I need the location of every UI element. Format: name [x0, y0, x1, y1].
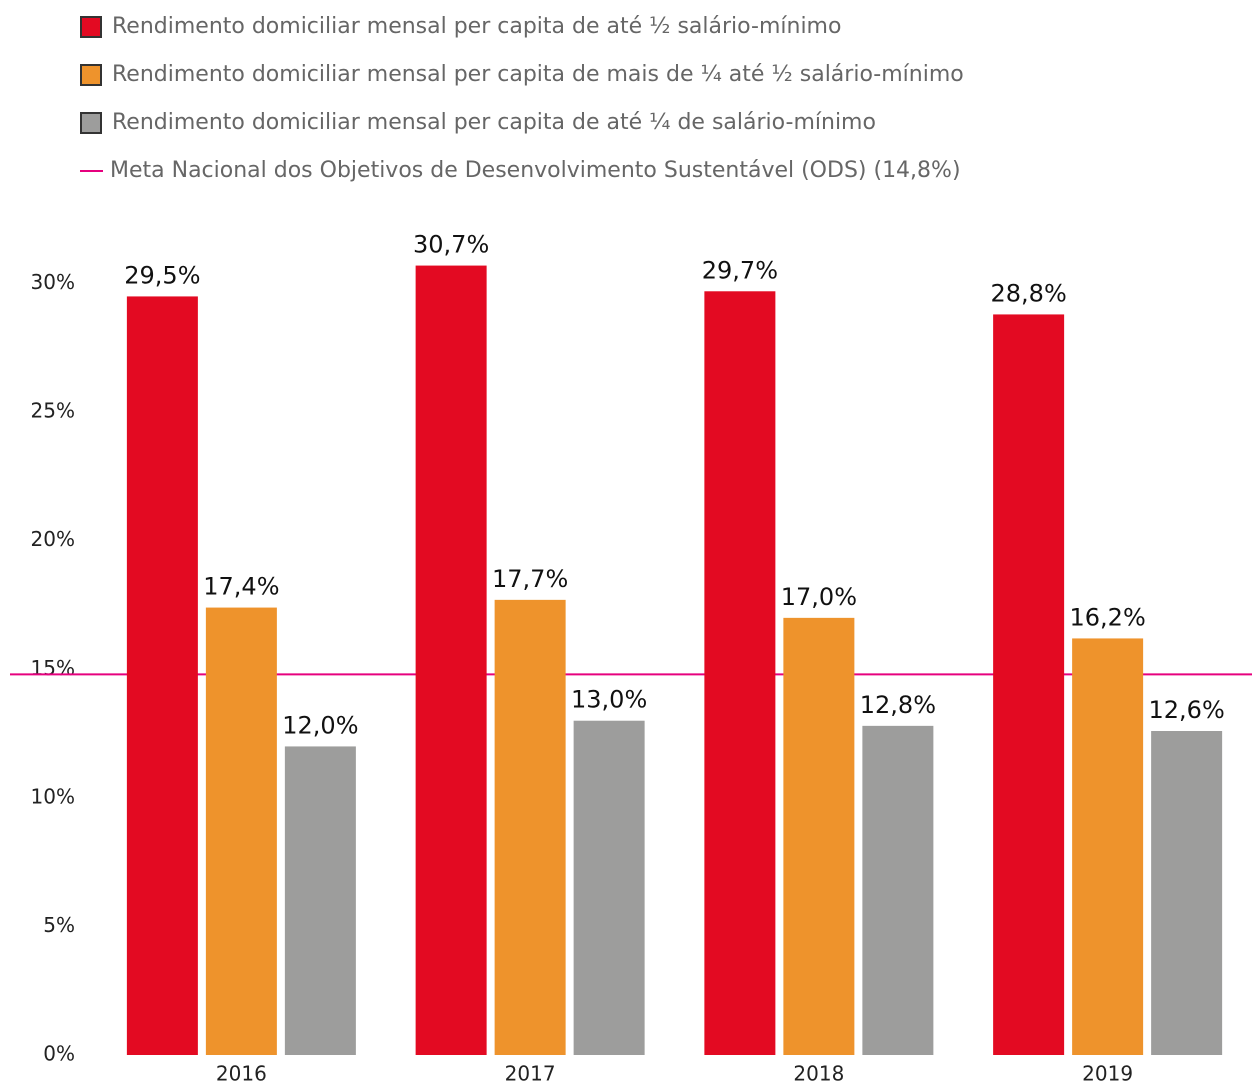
legend-label: Rendimento domiciliar mensal per capita … [112, 110, 876, 135]
bar [415, 265, 487, 1056]
legend-label: Rendimento domiciliar mensal per capita … [112, 14, 841, 39]
value-label: 28,8% [991, 279, 1067, 307]
bar [126, 296, 198, 1055]
bar [205, 607, 277, 1055]
value-label: 17,0% [781, 583, 857, 611]
value-label: 13,0% [571, 686, 647, 714]
y-tick-label: 0% [43, 1042, 75, 1066]
y-tick-label: 25% [31, 399, 75, 423]
value-label-bg [120, 261, 205, 292]
value-label-bg [1144, 696, 1229, 726]
value-label-bg [488, 564, 573, 595]
legend-swatch [80, 16, 102, 38]
value-label: 30,7% [413, 231, 489, 259]
value-label-bg [199, 572, 284, 603]
value-label: 12,8% [860, 691, 936, 719]
value-label-bg [567, 685, 652, 716]
value-label-bg [409, 230, 494, 261]
y-tick-label: 5% [43, 913, 75, 937]
bar [284, 746, 356, 1055]
bar [862, 725, 934, 1055]
value-label: 17,7% [492, 565, 568, 593]
y-tick-label: 20% [31, 527, 75, 551]
x-tick-label: 2016 [216, 1062, 267, 1084]
x-tick-label: 2017 [505, 1062, 556, 1084]
bar [783, 617, 855, 1055]
y-tick-label: 30% [31, 270, 75, 294]
value-label: 17,4% [203, 573, 279, 601]
legend-label: Rendimento domiciliar mensal per capita … [112, 62, 964, 87]
x-tick-label: 2019 [1082, 1062, 1133, 1084]
y-tick-label: 15% [31, 656, 75, 680]
y-tick-label: 10% [31, 784, 75, 808]
legend-swatch [80, 64, 102, 86]
value-label: 12,6% [1149, 696, 1225, 724]
value-label-bg [986, 279, 1071, 310]
bar [494, 599, 566, 1055]
value-label: 16,2% [1070, 603, 1146, 631]
legend-label: Meta Nacional dos Objetivos de Desenvolv… [110, 158, 961, 183]
value-label: 29,7% [702, 256, 778, 284]
x-tick-label: 2018 [793, 1062, 844, 1084]
value-label-bg [1065, 603, 1150, 634]
bar [1151, 731, 1223, 1055]
bar [1072, 638, 1144, 1055]
legend-swatch [80, 112, 102, 134]
bar [993, 314, 1065, 1055]
value-label-bg [776, 582, 861, 613]
value-label: 29,5% [124, 261, 200, 289]
value-label-bg [278, 711, 363, 742]
bar [573, 720, 645, 1055]
value-label: 12,0% [282, 711, 358, 739]
value-label-bg [697, 256, 782, 287]
bar [704, 291, 776, 1055]
value-label-bg [855, 690, 940, 721]
